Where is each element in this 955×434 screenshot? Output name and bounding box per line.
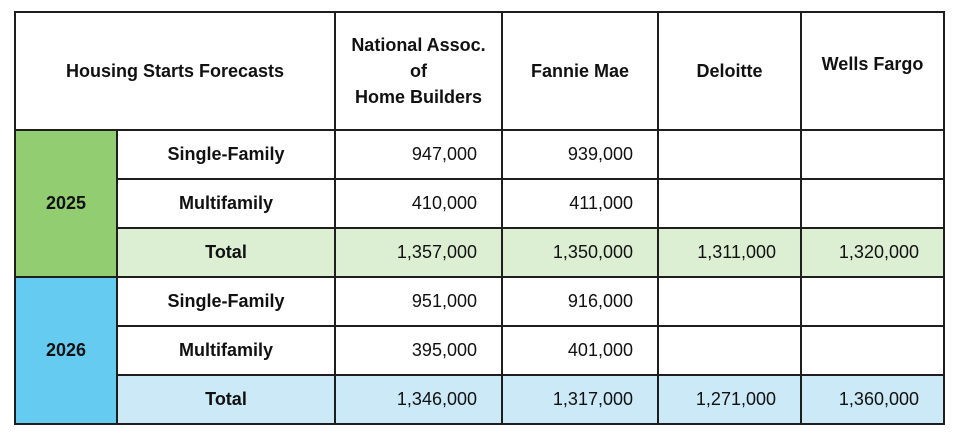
- column-header-wells-fargo-label: Wells Fargo: [821, 54, 924, 74]
- cell-value: 1,346,000: [334, 374, 503, 425]
- column-header-nahb-line-3: Home Builders: [354, 87, 483, 107]
- row-label-single-family: Single-Family: [116, 276, 336, 327]
- row-label-total: Total: [116, 227, 336, 278]
- row-label-multifamily: Multifamily: [116, 325, 336, 376]
- column-header-nahb: National Assoc. of Home Builders: [334, 11, 503, 131]
- cell-value: 410,000: [334, 178, 503, 229]
- table-row: 2025 Single-Family 947,000 939,000: [14, 129, 945, 278]
- housing-starts-forecast-table: Housing Starts Forecasts National Assoc.…: [14, 11, 945, 425]
- cell-value: [800, 178, 945, 229]
- cell-value: 1,317,000: [501, 374, 659, 425]
- cell-value: 1,357,000: [334, 227, 503, 278]
- column-header-fannie-mae: Fannie Mae: [501, 11, 659, 131]
- cell-value: 401,000: [501, 325, 659, 376]
- cell-value: [657, 276, 802, 327]
- cell-value: 947,000: [334, 129, 503, 180]
- cell-value: 916,000: [501, 276, 659, 327]
- table-row: 2026 Single-Family 951,000 916,000: [14, 276, 945, 425]
- cell-value: [657, 129, 802, 180]
- cell-value: 951,000: [334, 276, 503, 327]
- table-row-total: Total 1,346,000 1,317,000 1,271,000 1,36…: [15, 374, 945, 425]
- table-row-total: Total 1,357,000 1,350,000 1,311,000 1,32…: [15, 227, 945, 278]
- row-label-total: Total: [116, 374, 336, 425]
- table-row: Multifamily 395,000 401,000: [15, 325, 945, 376]
- cell-value: 939,000: [501, 129, 659, 180]
- cell-value: [800, 129, 945, 180]
- row-label-multifamily: Multifamily: [116, 178, 336, 229]
- column-header-fannie-mae-label: Fannie Mae: [530, 61, 630, 81]
- cell-value: 1,271,000: [657, 374, 802, 425]
- cell-value: 1,311,000: [657, 227, 802, 278]
- column-header-nahb-line-1: National Assoc.: [351, 35, 486, 55]
- header-row: Housing Starts Forecasts National Assoc.…: [14, 11, 945, 131]
- cell-value: 395,000: [334, 325, 503, 376]
- cell-value: [800, 325, 945, 376]
- column-header-deloitte: Deloitte: [657, 11, 802, 131]
- column-header-deloitte-label: Deloitte: [696, 61, 763, 81]
- cell-value: 1,360,000: [800, 374, 945, 425]
- year-label-2025: 2025: [14, 129, 118, 278]
- row-label-single-family: Single-Family: [116, 129, 336, 180]
- cell-value: 1,350,000: [501, 227, 659, 278]
- cell-value: [657, 178, 802, 229]
- cell-value: [657, 325, 802, 376]
- column-header-nahb-line-2: of: [410, 61, 427, 81]
- cell-value: 1,320,000: [800, 227, 945, 278]
- table-title: Housing Starts Forecasts: [14, 11, 336, 131]
- column-header-wells-fargo: Wells Fargo: [800, 11, 945, 131]
- cell-value: 411,000: [501, 178, 659, 229]
- cell-value: [800, 276, 945, 327]
- table-row: Multifamily 410,000 411,000: [15, 178, 945, 229]
- year-label-2026: 2026: [14, 276, 118, 425]
